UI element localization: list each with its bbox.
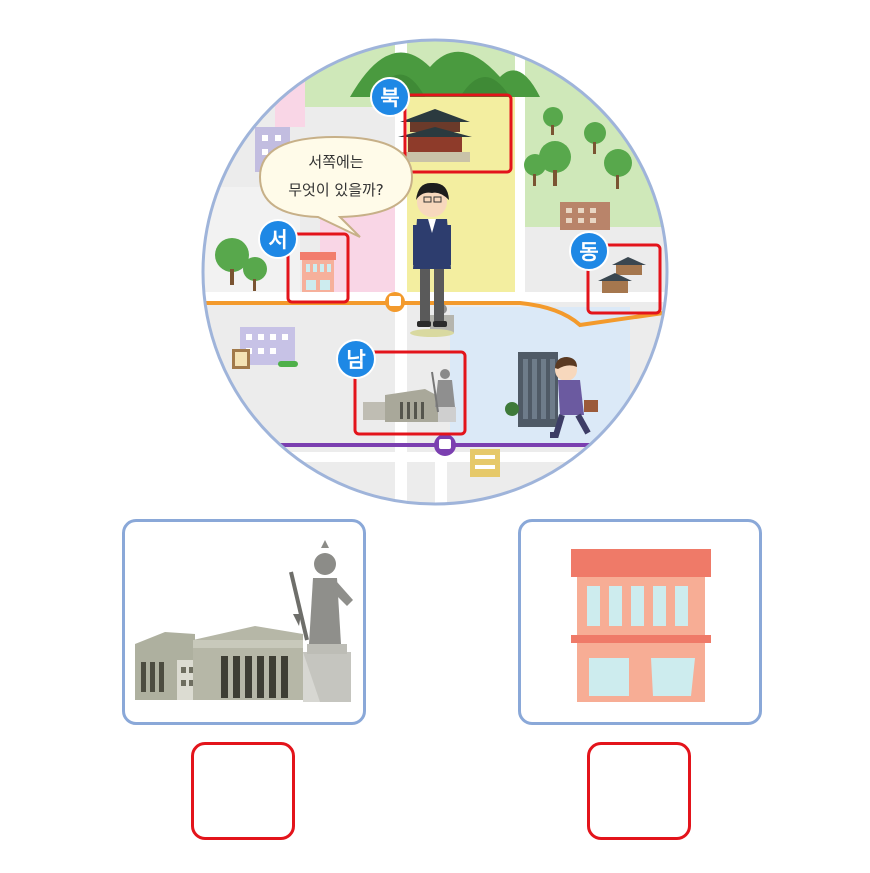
direction-label-north: 북: [380, 86, 399, 110]
office-tower-icon: [505, 352, 558, 427]
choice-card-statue-museum[interactable]: [122, 519, 366, 725]
speech-line-1: 서쪽에는: [308, 153, 363, 171]
direction-label-south: 남: [346, 348, 365, 372]
hanok-icon: [598, 257, 646, 293]
running-man-character: [550, 357, 598, 438]
direction-badge-north: 북: [370, 77, 410, 117]
bus-stop-purple-icon: [434, 434, 456, 456]
yellow-building-icon: [470, 449, 500, 477]
store-building-icon: [571, 549, 711, 702]
direction-badge-east: 동: [569, 231, 609, 271]
neighborhood-map: 서쪽에는 무엇이 있을까? 북 서 동 남: [201, 38, 669, 506]
statue-museum-icon: [363, 369, 456, 422]
speech-line-2: 무엇이 있을까?: [288, 181, 384, 199]
store-icon: [300, 252, 336, 292]
direction-label-west: 서: [268, 228, 287, 252]
statue-museum-icon: [135, 540, 353, 702]
boy-character: [410, 182, 454, 337]
choice-card-store[interactable]: [518, 519, 762, 725]
bus-stop-orange-icon: [385, 292, 405, 312]
answer-box-2[interactable]: [587, 742, 691, 840]
apartment-icon: [232, 327, 298, 369]
direction-badge-south: 남: [336, 339, 376, 379]
direction-label-east: 동: [579, 240, 598, 264]
answer-box-1[interactable]: [191, 742, 295, 840]
speech-bubble: 서쪽에는 무엇이 있을까?: [258, 135, 414, 238]
palace-icon: [398, 109, 472, 162]
brick-building-icon: [560, 202, 610, 230]
direction-badge-west: 서: [258, 219, 298, 259]
